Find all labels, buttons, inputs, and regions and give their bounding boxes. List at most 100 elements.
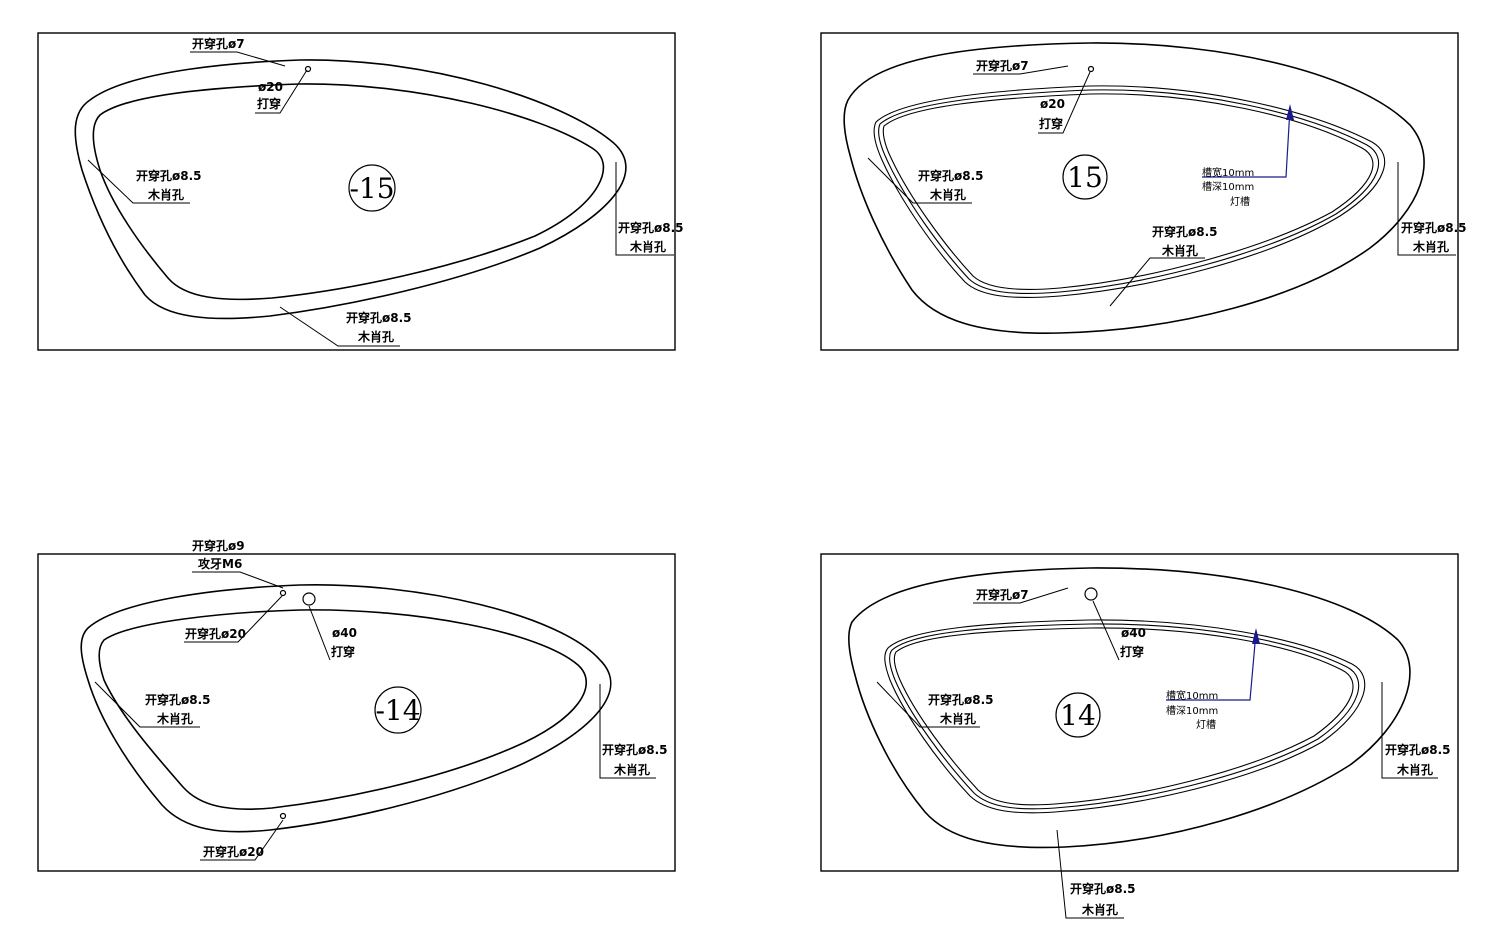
leader-hole7 xyxy=(190,51,286,67)
label-left-hole: 开穿孔ø8.5 xyxy=(136,168,202,183)
label-hole7: 开穿孔ø7 xyxy=(976,587,1029,602)
groove-arrow-icon xyxy=(1252,628,1260,644)
groove-outline-1 xyxy=(873,85,1386,298)
panel-number-circle xyxy=(374,686,422,734)
leader-d40 xyxy=(308,605,331,661)
label-mid-hole: 开穿孔ø8.5 xyxy=(1152,224,1218,239)
outer-outline xyxy=(80,584,612,833)
groove-outline-2 xyxy=(889,623,1360,810)
label-left-hole: 开穿孔ø8.5 xyxy=(928,692,994,707)
leader-bottom xyxy=(279,306,400,347)
leader-right xyxy=(1381,682,1438,779)
hole-marker xyxy=(1087,65,1095,73)
hole-marker xyxy=(304,65,312,73)
label-left-hole: 开穿孔ø8.5 xyxy=(145,692,211,707)
label-d40: ø40 xyxy=(1121,626,1146,640)
label-bottom-hole: 开穿孔ø8.5 xyxy=(1070,881,1136,896)
label-tap: 攻牙M6 xyxy=(198,556,242,571)
label-hole9: 开穿孔ø9 xyxy=(192,538,245,553)
label-through: 打穿 xyxy=(257,96,281,111)
leader-hole7 xyxy=(973,65,1069,75)
leader-bottom xyxy=(1056,829,1124,919)
label-through: 打穿 xyxy=(1120,644,1144,659)
hole-marker-40 xyxy=(302,592,316,606)
leader-left xyxy=(87,159,190,204)
label-left-hole: 开穿孔ø8.5 xyxy=(918,168,984,183)
label-right-pin: 木肖孔 xyxy=(613,762,650,777)
label-groove-depth: 槽深10mm xyxy=(1202,180,1254,193)
label-right-pin: 木肖孔 xyxy=(629,239,666,254)
panel-number: 15 xyxy=(1067,161,1103,194)
leader-d20 xyxy=(255,69,308,114)
panel-frame xyxy=(820,553,1459,872)
leader-mid xyxy=(1109,257,1205,307)
hole-marker-9 xyxy=(279,589,287,597)
label-mid-pin: 木肖孔 xyxy=(1161,243,1198,258)
label-groove-depth: 槽深10mm xyxy=(1166,704,1218,717)
label-d20: ø20 xyxy=(1040,97,1065,111)
label-d20: ø20 xyxy=(258,80,283,94)
leader-groove[interactable] xyxy=(1202,107,1291,178)
groove-outline-3 xyxy=(893,627,1354,806)
leader-left xyxy=(94,681,200,728)
label-groove-width: 槽宽10mm xyxy=(1202,166,1254,179)
label-d40: ø40 xyxy=(332,626,357,640)
outer-outline xyxy=(848,567,1411,849)
panel-frame xyxy=(820,32,1459,351)
label-bottom-pin: 木肖孔 xyxy=(1081,902,1118,917)
panel-number: 14 xyxy=(1060,699,1096,732)
label-groove-width: 槽宽10mm xyxy=(1166,689,1218,702)
leader-hole20-top xyxy=(184,595,283,643)
groove-outline-1 xyxy=(884,619,1366,814)
leader-left xyxy=(867,157,972,204)
leader-d20 xyxy=(1038,71,1091,134)
label-right-hole: 开穿孔ø8.5 xyxy=(602,742,668,757)
leader-hole20-bottom xyxy=(200,819,284,861)
hole-marker-40 xyxy=(1084,587,1098,601)
groove-arrow-icon xyxy=(1286,104,1294,120)
leader-groove[interactable] xyxy=(1166,631,1257,701)
label-right-hole: 开穿孔ø8.5 xyxy=(618,220,684,235)
outer-outline xyxy=(843,42,1425,334)
label-left-pin: 木肖孔 xyxy=(929,187,966,202)
panel-frame xyxy=(37,553,676,872)
label-right-pin: 木肖孔 xyxy=(1412,239,1449,254)
panel-top-right: 开穿孔ø7 ø20 打穿 开穿孔ø8.5 木肖孔 开穿孔ø8.5 木肖孔 开穿孔… xyxy=(820,32,1467,351)
leader-right xyxy=(1397,162,1456,256)
panel-number: -15 xyxy=(349,172,394,205)
inner-outline xyxy=(98,609,588,810)
leader-hole9 xyxy=(192,571,284,589)
label-groove-name: 灯槽 xyxy=(1230,195,1250,208)
outer-outline xyxy=(74,59,627,320)
panel-number: -14 xyxy=(375,694,420,727)
label-bottom-pin: 木肖孔 xyxy=(357,329,394,344)
panel-bottom-left: 开穿孔ø9 攻牙M6 开穿孔ø20 ø40 打穿 开穿孔ø8.5 木肖孔 开穿孔… xyxy=(37,538,676,872)
label-left-pin: 木肖孔 xyxy=(939,711,976,726)
label-right-hole: 开穿孔ø8.5 xyxy=(1401,220,1467,235)
leader-left xyxy=(876,681,980,728)
label-through: 打穿 xyxy=(1039,116,1063,131)
leader-d40 xyxy=(1092,600,1120,661)
hole-marker-20 xyxy=(279,812,287,820)
leader-right xyxy=(615,162,674,256)
label-hole20-bottom: 开穿孔ø20 xyxy=(203,844,264,859)
leader-hole7 xyxy=(973,587,1069,604)
groove-outline-3 xyxy=(882,93,1374,290)
label-left-pin: 木肖孔 xyxy=(147,187,184,202)
label-groove-name: 灯槽 xyxy=(1196,718,1216,731)
label-hole7: 开穿孔ø7 xyxy=(192,36,245,51)
panel-number-circle xyxy=(1055,692,1101,738)
leader-right xyxy=(599,684,656,779)
panel-number-circle xyxy=(348,164,396,212)
label-through: 打穿 xyxy=(331,644,355,659)
panel-number-circle xyxy=(1062,154,1108,200)
panel-top-left: 开穿孔ø7 ø20 打穿 开穿孔ø8.5 木肖孔 开穿孔ø8.5 木肖孔 开穿孔… xyxy=(37,32,684,351)
panel-bottom-right: 开穿孔ø7 ø40 打穿 开穿孔ø8.5 木肖孔 开穿孔ø8.5 木肖孔 开穿孔… xyxy=(820,553,1459,919)
inner-outline xyxy=(92,83,605,301)
label-right-pin: 木肖孔 xyxy=(1396,762,1433,777)
panel-frame xyxy=(37,32,676,351)
label-hole7: 开穿孔ø7 xyxy=(976,58,1029,73)
label-left-pin: 木肖孔 xyxy=(156,711,193,726)
label-right-hole: 开穿孔ø8.5 xyxy=(1385,742,1451,757)
